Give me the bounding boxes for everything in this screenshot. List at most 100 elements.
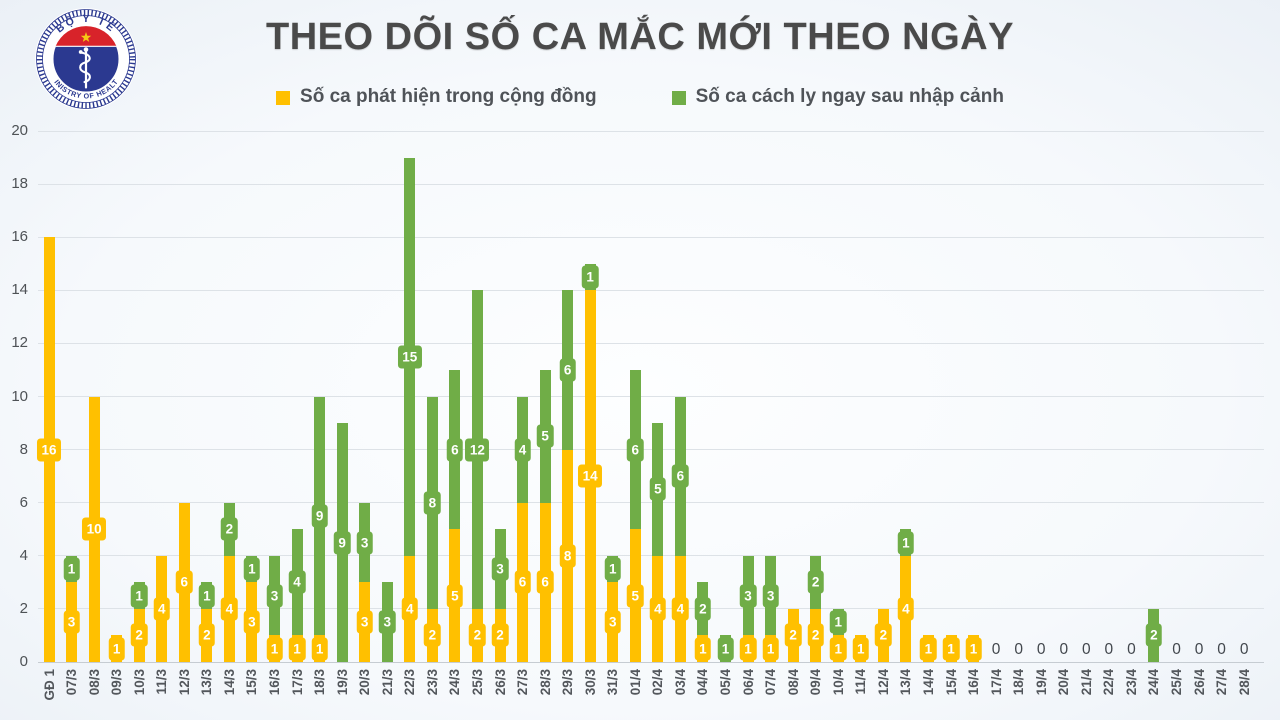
x-axis-label: 28/3 <box>537 669 553 696</box>
bar-value-label-community: 4 <box>221 597 238 621</box>
x-axis-label: 31/3 <box>605 669 621 696</box>
grid-line <box>38 555 1264 557</box>
x-axis-label: 21/4 <box>1078 669 1094 696</box>
bar-value-label-community: 1 <box>829 637 847 661</box>
grid-line <box>38 130 1264 132</box>
bar-value-label-imported: 1 <box>717 637 734 661</box>
bar-value-label-community: 1 <box>920 637 937 661</box>
staff-icon <box>84 49 88 89</box>
x-axis-label: 21/3 <box>379 669 395 696</box>
bar-value-label-community: 2 <box>875 623 892 647</box>
logo-inner-ring <box>42 15 130 103</box>
grid-line <box>38 342 1264 344</box>
x-axis-label: 07/3 <box>64 669 80 696</box>
bar-value-label-community: 1 <box>288 637 306 661</box>
y-axis-tick-label: 18 <box>11 175 28 193</box>
x-axis-label: 25/4 <box>1169 669 1184 696</box>
bar-value-label-imported: 1 <box>63 557 80 581</box>
x-axis-label: 24/4 <box>1146 669 1162 696</box>
bar-value-label-imported: 2 <box>694 597 712 621</box>
x-axis-label: 11/3 <box>154 669 170 695</box>
x-axis-label: 10/4 <box>830 669 846 696</box>
x-axis-label: 15/3 <box>244 669 260 696</box>
zero-value-label: 0 <box>991 641 1001 658</box>
bar-value-label-community: 1 <box>694 637 712 661</box>
x-axis-label: 12/3 <box>176 669 192 696</box>
x-axis-label: 16/4 <box>966 669 982 696</box>
x-axis-label: 19/3 <box>334 669 350 696</box>
x-axis-label: 01/4 <box>627 669 643 696</box>
bar-value-label-imported: 3 <box>356 531 373 555</box>
x-axis-label: 20/4 <box>1056 669 1072 696</box>
x-axis-label: 26/3 <box>492 669 508 696</box>
bar-value-label-imported: 6 <box>559 358 576 382</box>
bar-value-label-imported: 3 <box>762 584 779 608</box>
bar-value-label-community: 2 <box>469 623 486 647</box>
x-axis-label: 22/4 <box>1101 669 1117 696</box>
bar-value-label-community: 3 <box>356 610 373 634</box>
y-axis-tick-label: 2 <box>19 599 28 617</box>
bar-value-label-imported: 8 <box>424 491 441 515</box>
y-axis-tick-label: 8 <box>19 440 28 458</box>
grid-line <box>38 449 1264 451</box>
zero-value-label: 0 <box>1172 641 1181 658</box>
bar-value-label-community: 1 <box>852 637 870 661</box>
zero-value-label: 0 <box>1217 641 1226 658</box>
bar-value-label-community: 5 <box>627 584 644 608</box>
grid-line <box>38 289 1264 291</box>
bar-value-label-imported: 5 <box>649 477 667 501</box>
y-axis-tick-label: 16 <box>11 228 28 246</box>
x-axis-label: 07/4 <box>763 669 779 696</box>
x-axis-label: 17/3 <box>289 669 305 696</box>
bar-value-label-community: 2 <box>491 623 509 647</box>
bar-value-label-imported: 1 <box>604 557 622 581</box>
zero-value-label: 0 <box>1059 641 1069 658</box>
bar-value-label-community: 8 <box>559 544 576 568</box>
x-axis-label: 16/3 <box>267 669 282 696</box>
grid-line <box>38 236 1264 238</box>
y-axis-tick-label: 20 <box>11 122 28 139</box>
bar-value-label-imported: 9 <box>311 504 328 528</box>
bar-value-label-community: 4 <box>153 597 171 621</box>
bar-value-label-imported: 1 <box>581 265 599 289</box>
bar-value-label-community: 1 <box>965 637 982 661</box>
bar-value-label-imported: 3 <box>739 584 757 608</box>
zero-value-label: 0 <box>1239 641 1249 658</box>
bar-value-label-imported: 12 <box>465 438 490 462</box>
bar-value-label-community: 2 <box>130 623 148 647</box>
bar-value-label-imported: 3 <box>378 610 396 634</box>
chart-legend: Số ca phát hiện trong cộng đồng Số ca cá… <box>0 86 1280 108</box>
bar-value-label-community: 5 <box>446 584 464 608</box>
grid-line <box>38 661 1264 663</box>
bar-value-label-community: 3 <box>243 610 261 634</box>
x-axis-label: 05/4 <box>718 669 733 696</box>
chart-title: THEO DÕI SỐ CA MẮC MỚI THEO NGÀY <box>266 16 1014 58</box>
x-axis-label: 08/3 <box>86 669 102 696</box>
bar-value-label-imported: 15 <box>397 345 422 369</box>
bar-value-label-community: 4 <box>672 597 689 621</box>
x-axis-label: 23/4 <box>1123 669 1139 696</box>
legend-item-imported: Số ca cách ly ngay sau nhập cảnh <box>671 86 1004 108</box>
bar-value-label-imported: 1 <box>130 584 148 608</box>
bar-value-label-community: 4 <box>401 597 419 621</box>
x-axis-label: 12/4 <box>875 669 891 696</box>
grid-line <box>38 183 1264 185</box>
x-axis-label: 09/4 <box>808 669 824 696</box>
bar-value-label-community: 1 <box>108 637 125 661</box>
y-axis-tick-label: 14 <box>11 281 28 299</box>
bar-value-label-community: 6 <box>514 570 531 594</box>
bar-value-label-imported: 4 <box>288 570 306 594</box>
bar-value-label-imported: 6 <box>446 438 464 462</box>
bar-value-label-community: 1 <box>942 637 960 661</box>
bar-value-label-community: 3 <box>604 610 622 634</box>
bar-value-label-community: 4 <box>897 597 915 621</box>
x-axis-label: 14/4 <box>920 669 936 696</box>
bar-value-label-imported: 2 <box>807 570 824 594</box>
bar-value-label-imported: 1 <box>897 531 915 555</box>
bar-value-label-imported: 6 <box>672 464 689 488</box>
x-axis-label: 09/3 <box>109 669 125 696</box>
x-axis-label: 15/4 <box>943 669 959 696</box>
bar-value-label-community: 1 <box>762 637 779 661</box>
